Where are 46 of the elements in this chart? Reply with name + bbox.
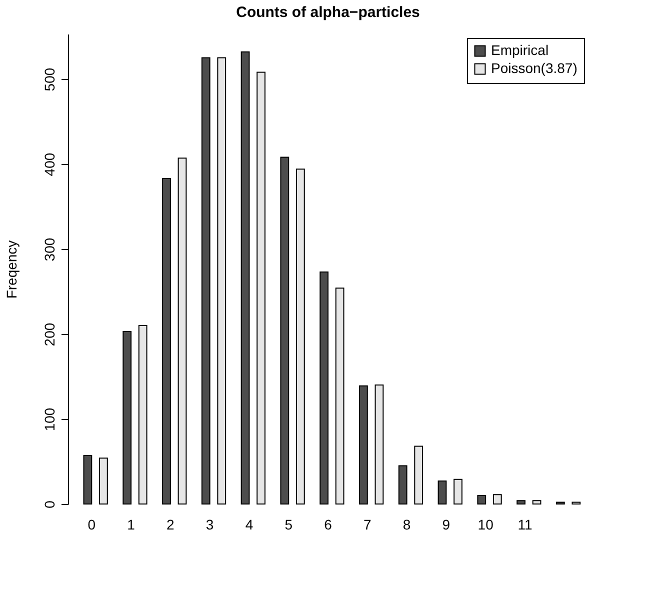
bar bbox=[138, 325, 148, 504]
bar bbox=[359, 385, 368, 504]
bar bbox=[414, 446, 424, 504]
bar bbox=[280, 156, 290, 504]
bar bbox=[438, 480, 447, 504]
x-tick-label: 10 bbox=[478, 516, 494, 532]
bar bbox=[320, 271, 328, 504]
y-axis-title: Freqency bbox=[4, 240, 20, 299]
x-tick-label: 1 bbox=[127, 516, 136, 532]
x-tick-label: 0 bbox=[88, 516, 96, 532]
bar bbox=[516, 500, 526, 504]
y-tick-label: 0 bbox=[42, 500, 58, 508]
bar bbox=[492, 494, 502, 504]
x-tick-label: 11 bbox=[518, 516, 532, 532]
chart-title: Counts of alpha−particles bbox=[236, 4, 420, 21]
bar bbox=[122, 330, 132, 504]
x-tick-label: 9 bbox=[442, 516, 450, 532]
y-tick-label: 400 bbox=[42, 152, 58, 176]
x-tick-label: 5 bbox=[284, 516, 293, 532]
bar bbox=[374, 384, 384, 504]
x-tick-label: 7 bbox=[363, 516, 372, 532]
bar bbox=[256, 72, 266, 504]
legend-label: Poisson(3.87) bbox=[491, 60, 578, 76]
bar bbox=[217, 57, 226, 504]
y-tick-label: 300 bbox=[42, 238, 58, 262]
bar bbox=[335, 288, 344, 504]
bar bbox=[398, 465, 408, 504]
y-tick-label: 200 bbox=[42, 322, 58, 346]
y-tick-label: 500 bbox=[42, 68, 58, 92]
x-tick-label: 2 bbox=[166, 516, 175, 532]
bar bbox=[83, 455, 92, 504]
x-tick-label: 3 bbox=[206, 516, 214, 532]
y-tick-label: 100 bbox=[42, 408, 58, 432]
bar bbox=[477, 495, 486, 504]
bar bbox=[454, 478, 462, 504]
bar bbox=[99, 458, 108, 504]
x-tick-label: 4 bbox=[245, 516, 254, 532]
legend-label: Empirical bbox=[491, 42, 549, 58]
bar bbox=[532, 500, 542, 504]
bar bbox=[296, 168, 305, 504]
x-tick-label: 8 bbox=[402, 516, 411, 532]
bar bbox=[178, 158, 187, 504]
bar bbox=[162, 178, 171, 504]
bar bbox=[201, 57, 210, 504]
bar bbox=[240, 51, 250, 504]
x-tick-label: 6 bbox=[324, 516, 332, 532]
